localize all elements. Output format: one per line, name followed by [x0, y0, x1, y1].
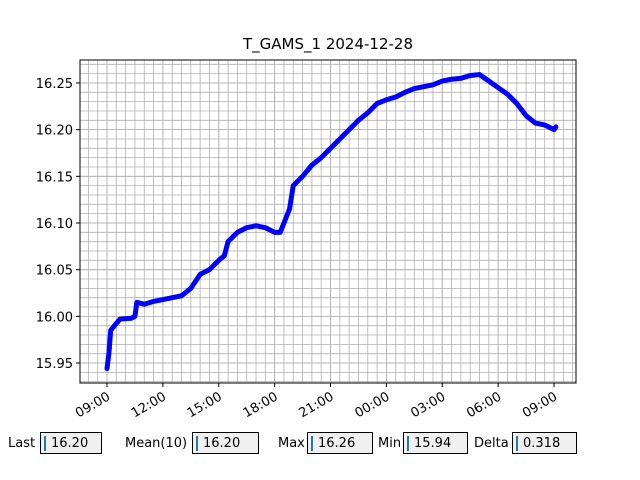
data-line	[104, 72, 559, 372]
y-tick-label: 16.05	[36, 264, 73, 279]
readout-box[interactable]: 16.20	[192, 432, 259, 454]
x-tick-label: 12:00	[129, 389, 169, 421]
x-tick-label: 03:00	[408, 389, 448, 421]
y-tick-label: 16.20	[36, 124, 73, 139]
x-tick-label: 21:00	[297, 389, 337, 421]
x-tick-label: 00:00	[352, 389, 392, 421]
readout-label: Mean(10)	[125, 436, 188, 451]
chart: T_GAMS_1 2024-12-28 15.95 16.00 16.05 16.10…	[36, 35, 577, 421]
readout-box[interactable]: 0.318	[512, 432, 577, 454]
readout-box[interactable]: 15.94	[403, 432, 468, 454]
y-tick-label: 16.25	[36, 77, 73, 92]
y-tick-label: 16.00	[36, 310, 73, 325]
y-tick-label: 16.15	[36, 170, 73, 185]
y-tick-label: 15.95	[36, 357, 73, 372]
readout-box[interactable]: 16.20	[40, 432, 102, 454]
readout-label: Delta	[474, 436, 509, 451]
x-tick-label: 18:00	[241, 389, 281, 421]
x-tick-label: 09:00	[73, 389, 113, 421]
chart-title: T_GAMS_1 2024-12-28	[242, 35, 413, 54]
y-tick-label: 16.10	[36, 217, 73, 232]
readouts: Last 16.20 Mean(10) 16.20 Max 16.26 Min …	[0, 432, 640, 458]
axes-frame	[79, 59, 577, 384]
readout-box[interactable]: 16.26	[307, 432, 373, 454]
x-tick-label: 09:00	[520, 389, 560, 421]
readout-label: Last	[8, 436, 36, 451]
readout-label: Min	[378, 436, 402, 451]
readout-label: Max	[278, 436, 305, 451]
x-tick-label: 15:00	[185, 389, 225, 421]
x-tick-label: 06:00	[464, 389, 504, 421]
